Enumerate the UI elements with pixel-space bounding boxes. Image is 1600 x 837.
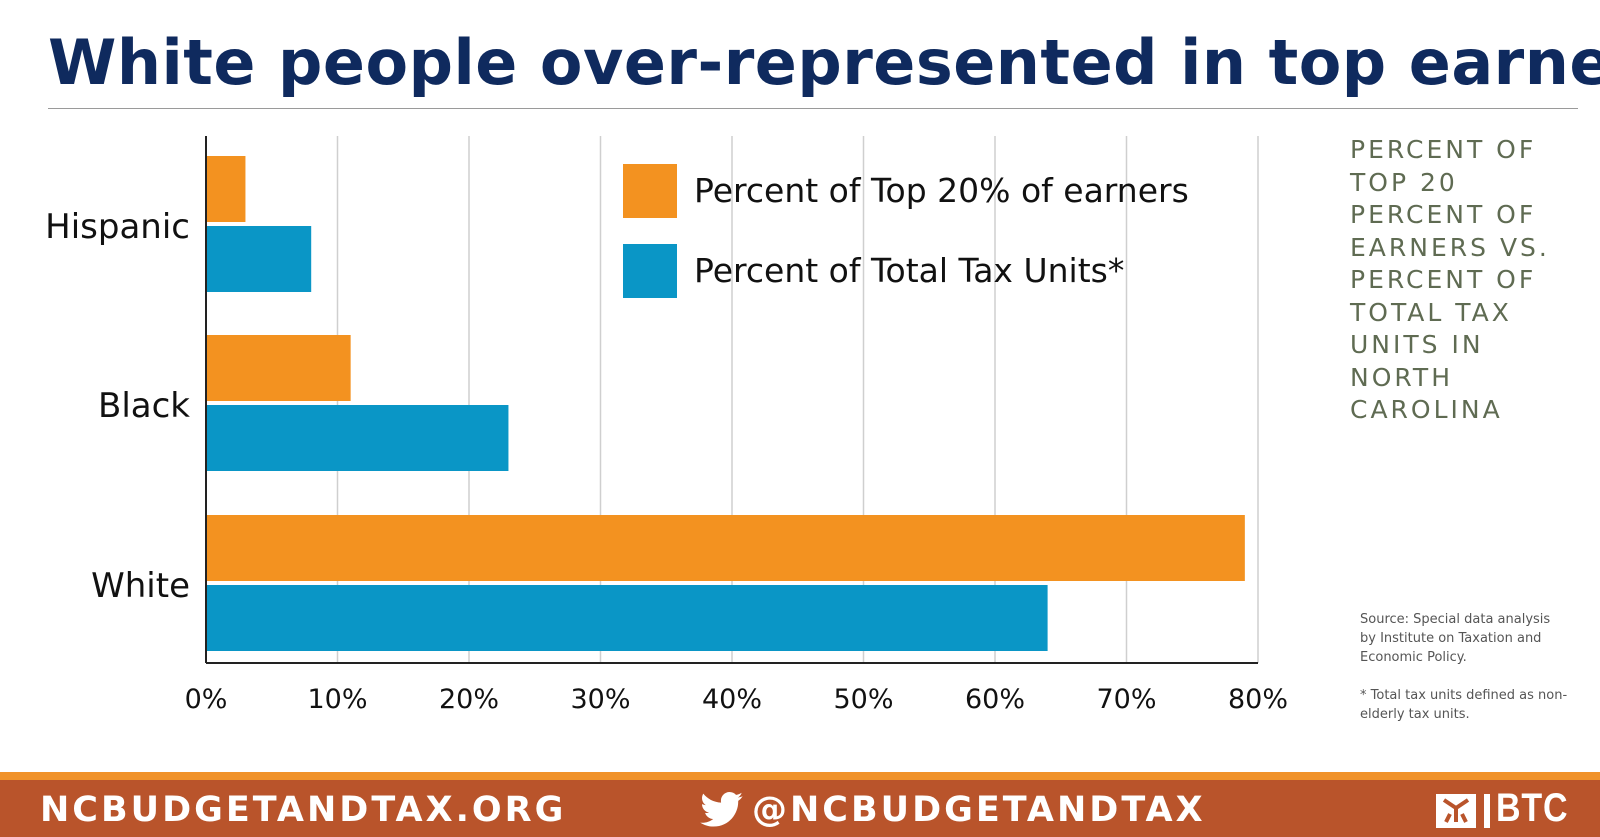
axes [205,136,1258,664]
legend-label: Percent of Total Tax Units* [694,251,1124,290]
chart-description: Percent of Top 20 Percent of Earners vs.… [1350,135,1550,424]
x-tick-label: 20% [439,684,499,715]
title-divider [48,108,1578,109]
legend-label: Percent of Top 20% of earners [694,171,1189,210]
twitter-icon[interactable] [700,792,744,828]
x-tick-label: 40% [702,684,762,715]
bars [206,156,1245,651]
logo-text: BTC [1496,786,1569,830]
twitter-handle[interactable]: @NCBUDGETANDTAX [752,790,1206,830]
x-tick-label: 70% [1096,684,1156,715]
x-tick-label: 30% [570,684,630,715]
bar-white-total [206,585,1048,651]
x-tick-labels: 0% 10% 20% 30% 40% 50% 60% 70% 80% [185,684,1288,715]
category-label: White [91,566,190,606]
x-tick-label: 10% [307,684,367,715]
category-label: Hispanic [45,207,190,247]
bar-hispanic-total [206,226,312,292]
footer: NCBUDGETANDTAX.ORG @NCBUDGETANDTAX BTC [0,780,1600,837]
category-label: Black [98,386,190,426]
bar-white-top20 [206,515,1245,581]
legend: Percent of Top 20% of earners Percent of … [623,164,1189,298]
footer-stripe [0,772,1600,780]
bar-hispanic-top20 [206,156,246,222]
legend-swatch [623,164,677,218]
category-labels: Hispanic Black White [45,207,190,606]
grid-lines [336,136,1259,663]
page-title: White people over-represented in top ear… [48,26,1600,99]
bar-black-top20 [206,335,351,401]
source-note: Source: Special data analysis by Institu… [1360,612,1551,665]
x-tick-label: 60% [965,684,1025,715]
legend-swatch [623,244,677,298]
bar-black-total [206,405,509,471]
bar-chart: 0% 10% 20% 30% 40% 50% 60% 70% 80% Hispanic Black… [45,136,1288,715]
footnote: * Total tax units defined as non-elderly… [1360,688,1568,722]
x-tick-label: 80% [1228,684,1288,715]
x-tick-label: 50% [833,684,893,715]
btc-logo-icon [1436,794,1490,828]
website-link[interactable]: NCBUDGETANDTAX.ORG [40,790,567,830]
x-tick-label: 0% [185,684,228,715]
